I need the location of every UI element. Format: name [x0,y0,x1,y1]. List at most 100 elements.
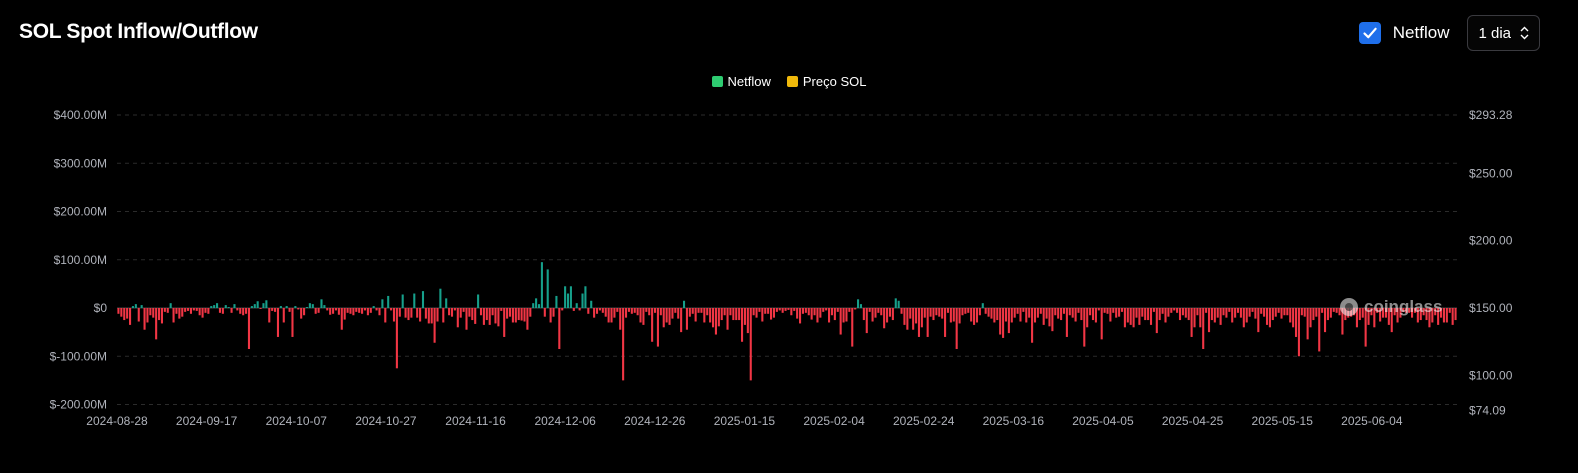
netflow-bar [1039,308,1042,314]
netflow-bar [1289,308,1292,323]
netflow-bar [888,308,892,317]
netflow-bar [842,308,845,323]
netflow-bar [1338,308,1341,316]
netflow-bar [430,308,433,324]
netflow-bar [624,308,628,318]
netflow-bar [300,308,303,319]
right-axis-tick-label: $250.00 [1469,166,1513,180]
left-axis-tick-label: $300.00M [54,156,107,170]
netflow-bar [1265,308,1269,325]
netflow-bar [1257,308,1260,333]
netflow-toggle-label[interactable]: Netflow [1392,23,1450,42]
netflow-bar [781,308,784,313]
netflow-bar [970,308,973,322]
netflow-bar [163,308,166,312]
x-axis-tick-label: 2024-10-07 [266,414,328,428]
netflow-bar [543,308,546,317]
netflow-bar [793,308,796,311]
netflow-bar [126,308,129,319]
netflow-bar [749,308,752,381]
netflow-checkbox[interactable] [1358,22,1381,44]
netflow-bar [477,294,480,308]
netflow-bar [259,308,262,309]
netflow-bar [146,308,149,323]
chart-legend: Netflow Preço SOL [0,74,1578,89]
netflow-bar [1216,308,1219,318]
checkmark-icon [1363,27,1377,39]
netflow-bar [1173,308,1176,311]
netflow-bar [343,308,346,320]
netflow-bar [1268,308,1271,328]
netflow-bar [868,308,871,312]
netflow-bar [140,305,143,308]
netflow-bar [903,308,906,325]
left-axis-tick-label: $100.00M [54,253,107,267]
netflow-bar [1167,308,1170,317]
netflow-bar [149,308,152,316]
legend-item-price[interactable]: Preço SOL [786,74,867,89]
netflow-bar [1106,308,1109,314]
netflow-bar [529,308,532,317]
netflow-bar [427,308,430,324]
netflow-bar [169,303,172,308]
netflow-bar [958,308,961,324]
netflow-bar [1080,308,1083,321]
netflow-bar [1440,308,1443,318]
interval-select[interactable]: 1 dia [1467,15,1540,51]
netflow-bar [1300,308,1303,316]
netflow-bar [758,308,761,312]
netflow-bar [851,308,854,347]
netflow-bar [500,308,503,311]
netflow-bar [361,308,364,314]
netflow-bar [1370,308,1373,316]
netflow-bar [363,308,367,311]
netflow-bar [1225,308,1228,318]
netflow-bar [656,308,659,347]
netflow-bar [1077,308,1080,313]
netflow-bar [1028,308,1031,318]
netflow-bar [474,308,477,324]
netflow-bar [549,308,552,323]
netflow-bar [880,308,883,316]
left-axis-tick-label: $400.00M [54,108,107,122]
netflow-bar [1213,308,1216,323]
interval-value: 1 dia [1478,24,1511,42]
netflow-bar [285,306,288,308]
netflow-bar [134,304,137,308]
netflow-bar [1123,308,1126,328]
netflow-bar [1309,308,1312,328]
netflow-bar [1057,308,1060,319]
netflow-bar [323,305,326,308]
netflow-bar [314,308,317,314]
x-axis-tick-label: 2025-05-15 [1252,414,1314,428]
left-axis-tick-label: $-200.00M [50,398,107,412]
netflow-bar [506,308,509,319]
netflow-bar [906,308,909,330]
legend-item-netflow[interactable]: Netflow [711,74,771,89]
netflow-bar [155,308,158,340]
netflow-bar [1135,308,1138,318]
netflow-bar [204,308,207,313]
netflow-bar [1381,308,1385,318]
netflow-bar [1062,308,1066,314]
x-axis-tick-label: 2024-12-06 [534,414,596,428]
netflow-bar [720,308,723,321]
netflow-bar [1219,308,1222,325]
netflow-bar [648,308,651,316]
netflow-bar [1068,308,1071,316]
right-axis-tick-label: $100.00 [1469,368,1513,382]
x-axis-tick-label: 2025-04-05 [1072,414,1134,428]
netflow-bar [743,308,746,325]
netflow-bar [265,300,268,308]
legend-label-price: Preço SOL [802,74,867,89]
netflow-bar [677,308,680,319]
netflow-bar [1410,308,1414,318]
netflow-bar [772,308,775,318]
netflow-bar [387,295,390,308]
netflow-bar [1025,308,1028,323]
netflow-bar [375,308,378,311]
netflow-bar [421,291,425,308]
netflow-bar [1274,308,1277,317]
x-axis-tick-label: 2025-03-16 [983,414,1045,428]
netflow-bar [1155,308,1158,334]
